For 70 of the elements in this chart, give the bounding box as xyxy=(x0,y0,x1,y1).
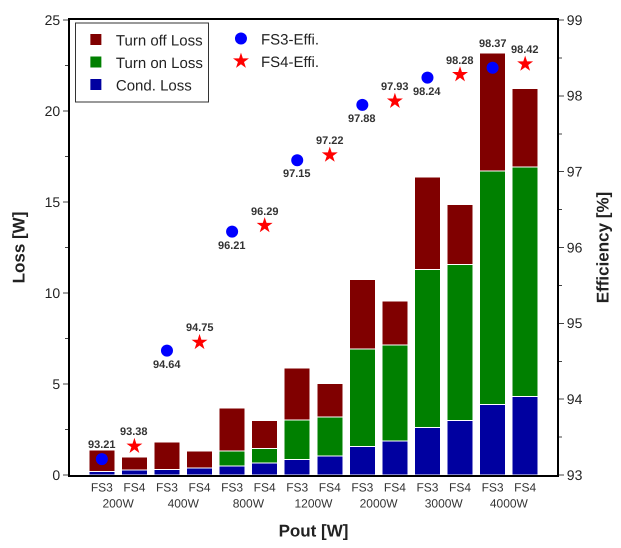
point xyxy=(160,344,173,357)
point xyxy=(226,226,238,238)
y2-tick-label: 98 xyxy=(566,88,583,104)
point xyxy=(356,98,368,111)
y2-tick-label: 94 xyxy=(566,391,583,408)
data-label: 94.64 xyxy=(153,359,182,371)
point xyxy=(256,217,273,232)
y2-tick-label: 97 xyxy=(566,164,583,180)
y-axis-title: Loss [W] xyxy=(10,212,29,284)
text: 400W xyxy=(168,496,200,510)
x-tick-label: FS4 xyxy=(188,480,211,494)
y-tick-label: 15 xyxy=(44,194,60,210)
x-tick-label: FS3 xyxy=(416,480,439,494)
data-label: 97.22 xyxy=(316,135,344,147)
point xyxy=(386,92,403,108)
data-label: 96.29 xyxy=(251,206,279,218)
point xyxy=(126,438,142,453)
y-tick-label: 20 xyxy=(44,102,60,119)
text: 4000W xyxy=(490,496,529,510)
y2-axis-title: Efficiency [%] xyxy=(593,192,612,304)
x-axis-title: Pout [W] xyxy=(278,521,348,540)
data-label: 94.75 xyxy=(186,322,214,334)
x-tick-label: FS3 xyxy=(156,480,178,494)
x-tick-label: FS3 xyxy=(221,480,244,494)
point xyxy=(517,56,534,71)
y-tick-label: 25 xyxy=(44,12,60,28)
data-label: 96.21 xyxy=(218,240,246,252)
text: 3000W xyxy=(424,496,464,510)
legend-label: Turn on Loss xyxy=(116,54,203,72)
data-label: 98.42 xyxy=(511,44,539,56)
data-label: 97.88 xyxy=(348,113,376,125)
legend-label: Turn off Loss xyxy=(116,32,203,50)
data-label: 97.15 xyxy=(283,168,311,180)
x-tick-label: FS3 xyxy=(90,480,114,494)
x-tick-label: FS4 xyxy=(449,480,472,494)
data-label: 98.24 xyxy=(413,86,442,98)
y2-tick-label: 99 xyxy=(566,12,583,28)
data-label: 93.21 xyxy=(88,439,116,451)
x-tick-label: FS3 xyxy=(351,480,374,494)
y-tick-label: 0 xyxy=(52,466,60,483)
point xyxy=(322,146,338,162)
x-tick-label: FS4 xyxy=(254,480,276,494)
point xyxy=(291,154,304,166)
y2-tick-label: 96 xyxy=(566,239,583,256)
text: 200W xyxy=(102,496,134,510)
data-label: 98.37 xyxy=(479,38,507,50)
x-tick-label: FS4 xyxy=(318,480,342,494)
text: 1200W xyxy=(294,496,334,510)
x-tick-label: FS4 xyxy=(384,480,406,494)
point xyxy=(486,62,499,74)
point xyxy=(452,66,468,82)
text: 800W xyxy=(232,496,265,510)
y-tick-label: 10 xyxy=(44,284,60,301)
x-tick-label: FS3 xyxy=(286,480,309,494)
y2-tick-label: 93 xyxy=(566,466,583,483)
point xyxy=(192,334,208,350)
x-tick-label: FS4 xyxy=(514,480,536,494)
point xyxy=(421,72,434,84)
data-label: 93.38 xyxy=(120,426,148,438)
x-tick-label: FS4 xyxy=(123,480,146,494)
y2-tick-label: 95 xyxy=(566,315,583,332)
legend-label: Cond. Loss xyxy=(116,77,192,94)
data-label: 98.28 xyxy=(446,55,474,67)
bar xyxy=(120,456,148,471)
data-label: 97.93 xyxy=(381,81,409,93)
text: 2000W xyxy=(360,496,398,510)
legend-label: FS3-Effi. xyxy=(260,31,320,48)
x-tick-label: FS3 xyxy=(482,480,504,494)
y-tick-label: 5 xyxy=(52,376,60,392)
legend-label: FS4-Effi. xyxy=(260,54,320,71)
